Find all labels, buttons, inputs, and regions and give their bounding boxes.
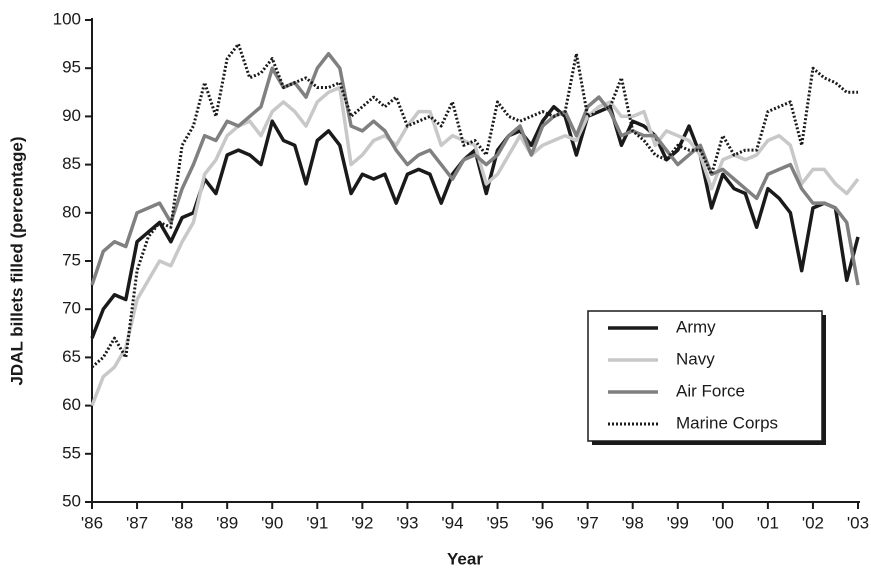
x-tick-label: '02 [802, 513, 824, 532]
legend [587, 310, 823, 442]
series-line [91, 42, 858, 369]
x-tick-label: '03 [847, 513, 869, 532]
series-line [90, 51, 860, 286]
x-tick-label: '91 [306, 513, 328, 532]
x-tick-label: '95 [486, 513, 508, 532]
x-tick-label: '96 [532, 513, 554, 532]
y-tick-label: 85 [62, 154, 81, 173]
y-tick-label: 70 [62, 299, 81, 318]
x-tick-label: '87 [126, 513, 148, 532]
x-tick-label: '98 [622, 513, 644, 532]
legend-label: Air Force [676, 381, 745, 400]
x-tick-label: '01 [757, 513, 779, 532]
legend-label: Navy [676, 349, 715, 368]
x-tick-label: '88 [171, 513, 193, 532]
y-tick-label: 60 [62, 395, 81, 414]
x-tick-label: '99 [667, 513, 689, 532]
y-tick-label: 65 [62, 347, 81, 366]
x-tick-label: '86 [81, 513, 103, 532]
y-axis-label: JDAL billets filled (percentage) [7, 136, 26, 385]
y-tick-label: 75 [62, 250, 81, 269]
x-tick-label: '93 [396, 513, 418, 532]
x-tick-label: '97 [577, 513, 599, 532]
x-tick-label: '00 [712, 513, 734, 532]
legend-label: Marine Corps [676, 413, 778, 432]
x-axis-label: Year [447, 549, 483, 568]
x-tick-label: '94 [441, 513, 463, 532]
x-tick-label: '92 [351, 513, 373, 532]
y-tick-label: 90 [62, 106, 81, 125]
y-tick-label: 80 [62, 202, 81, 221]
y-tick-label: 55 [62, 443, 81, 462]
y-tick-label: 100 [53, 9, 81, 28]
legend-label: Army [676, 317, 716, 336]
series-line [90, 85, 860, 407]
y-tick-label: 50 [62, 491, 81, 510]
x-tick-label: '89 [216, 513, 238, 532]
y-tick-label: 95 [62, 58, 81, 77]
x-tick-label: '90 [261, 513, 283, 532]
